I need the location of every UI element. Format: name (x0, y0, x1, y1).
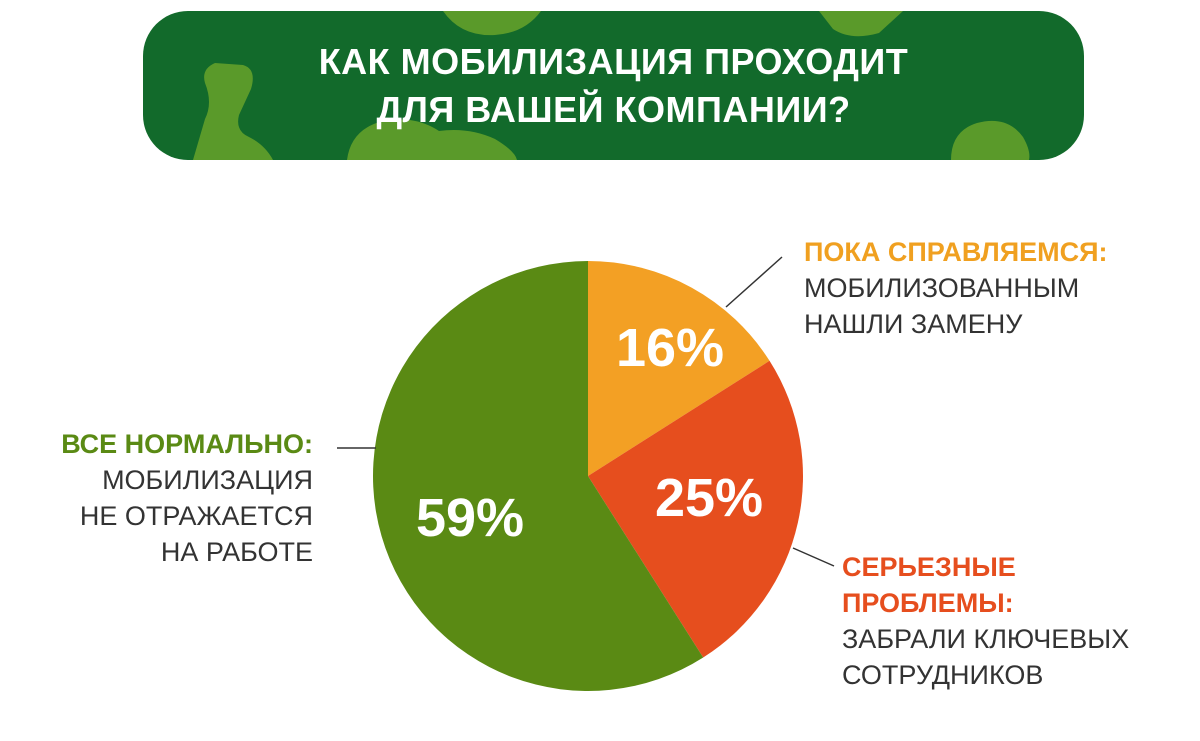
title-banner: КАК МОБИЛИЗАЦИЯ ПРОХОДИТ ДЛЯ ВАШЕЙ КОМПА… (143, 11, 1084, 160)
camo-blob (193, 63, 273, 160)
page-title-line-2: ДЛЯ ВАШЕЙ КОМПАНИИ? (376, 88, 851, 130)
value-label-slice-2: 59% (416, 488, 524, 548)
camo-blob (819, 11, 903, 37)
callout-text-line: НА РАБОТЕ (160, 537, 313, 567)
callout-slice-1: СЕРЬЕЗНЫЕ ПРОБЛЕМЫ: ЗАБРАЛИ КЛЮЧЕВЫХ СОТ… (842, 549, 1129, 693)
callout-slice-0: ПОКА СПРАВЛЯЕМСЯ: МОБИЛИЗОВАННЫМ НАШЛИ З… (804, 234, 1108, 342)
callout-text-line: МОБИЛИЗОВАННЫМ (804, 273, 1080, 303)
pie-slice-1 (588, 360, 803, 658)
pie-slice-0 (588, 261, 770, 476)
page-title-line-1: КАК МОБИЛИЗАЦИЯ ПРОХОДИТ (318, 40, 909, 82)
camo-blob (951, 120, 1030, 160)
camo-blob (443, 11, 541, 36)
leader-line-slice-1 (792, 547, 835, 567)
callout-text-line: МОБИЛИЗАЦИЯ (102, 465, 313, 495)
value-label-slice-0: 16% (616, 318, 724, 378)
callout-text-line: НЕ ОТРАЖАЕТСЯ (79, 501, 313, 531)
callout-text-line: НАШЛИ ЗАМЕНУ (804, 309, 1023, 339)
callout-heading: ВСЕ НОРМАЛЬНО: (61, 429, 313, 459)
callout-heading: СЕРЬЕЗНЫЕ (842, 552, 1016, 582)
callout-text-line: ЗАБРАЛИ КЛЮЧЕВЫХ (842, 624, 1130, 654)
camo-blob (347, 119, 517, 160)
callout-slice-2: ВСЕ НОРМАЛЬНО: МОБИЛИЗАЦИЯ НЕ ОТРАЖАЕТСЯ… (61, 426, 313, 570)
callout-heading: ПРОБЛЕМЫ: (842, 588, 1014, 618)
callout-text-line: СОТРУДНИКОВ (842, 660, 1044, 690)
leader-line-slice-0 (725, 256, 783, 308)
pie-slice-2 (372, 261, 704, 691)
callout-heading: ПОКА СПРАВЛЯЕМСЯ: (804, 237, 1108, 267)
camo-pattern (193, 11, 1030, 160)
value-label-slice-1: 25% (655, 468, 763, 528)
